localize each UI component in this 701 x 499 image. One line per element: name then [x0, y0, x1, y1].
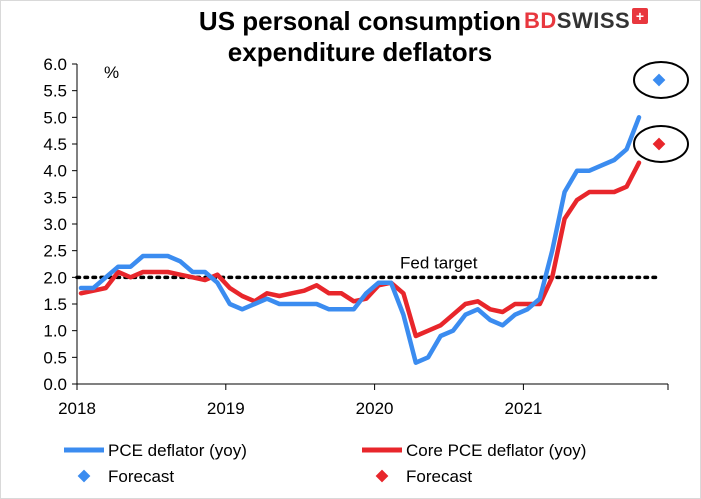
- legend-label: Core PCE deflator (yoy): [406, 441, 586, 460]
- y-tick-label: 4.0: [43, 162, 67, 181]
- y-tick-label: 5.5: [43, 82, 67, 101]
- legend-label: Forecast: [108, 467, 174, 486]
- y-tick-label: 1.0: [43, 322, 67, 341]
- logo-part-bd: BD: [524, 8, 557, 33]
- legend-marker-swatch: [375, 469, 389, 483]
- legend-label: PCE deflator (yoy): [108, 441, 247, 460]
- axes: 0.0 0.5 1.0 1.5 2.0 2.5 3.0 3.5 4.0 4.5 5.0 5.5 6.0%…: [43, 55, 669, 418]
- x-tick-label: 2019: [207, 399, 245, 418]
- forecast-annotations: [633, 61, 689, 163]
- y-tick-label: 4.5: [43, 135, 67, 154]
- reference-line-group: Fed target: [75, 253, 662, 280]
- y-tick-label: 0.0: [43, 375, 67, 394]
- swiss-cross-icon: +: [632, 8, 649, 24]
- legend: PCE deflator (yoy) Core PCE deflator (yoy…: [64, 441, 586, 486]
- y-tick-label: 3.5: [43, 188, 67, 207]
- forecast-marker: [652, 73, 666, 87]
- y-tick-label: 2.5: [43, 242, 67, 261]
- forecast-marker: [652, 137, 666, 151]
- chart-title: US personal consumption expenditure defl…: [150, 6, 570, 68]
- legend-marker-swatch: [77, 469, 91, 483]
- y-tick-label: 1.5: [43, 295, 67, 314]
- y-tick-label: 3.0: [43, 215, 67, 234]
- x-tick-label: 2020: [356, 399, 394, 418]
- legend-label: Forecast: [406, 467, 472, 486]
- series-line-pce: [78, 115, 642, 365]
- title-line-1: US personal consumption: [198, 6, 522, 36]
- y-tick-label: 6.0: [43, 55, 67, 74]
- fed-target-label: Fed target: [400, 253, 478, 272]
- x-tick-label: 2018: [58, 399, 96, 418]
- series-group: [78, 115, 642, 365]
- x-tick-label: 2021: [504, 399, 542, 418]
- title-line-2: expenditure deflators: [227, 37, 493, 67]
- forecast-circle: [633, 61, 689, 99]
- logo-part-swiss: SWISS: [556, 8, 631, 33]
- forecast-circle: [633, 125, 689, 163]
- y-tick-label: 2.0: [43, 268, 67, 287]
- y-tick-label: 0.5: [43, 348, 67, 367]
- y-unit-label: %: [104, 63, 119, 82]
- series-line-core-pce: [78, 160, 642, 339]
- brand-logo: BDSWISS +: [524, 8, 649, 34]
- y-tick-label: 5.0: [43, 108, 67, 127]
